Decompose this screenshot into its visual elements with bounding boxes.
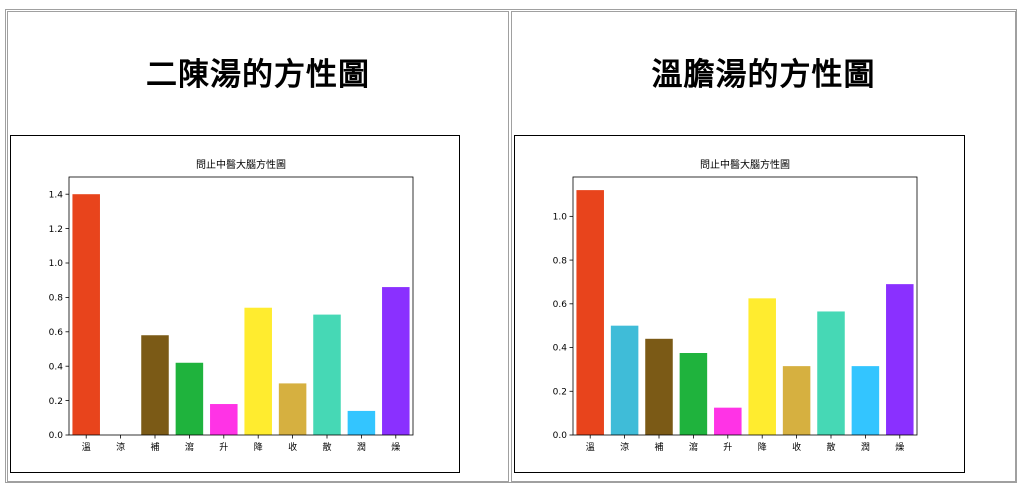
y-tick-label: 1.4	[49, 190, 64, 200]
bar	[576, 190, 604, 435]
y-tick-label: 0.6	[553, 300, 568, 310]
plot-area	[572, 176, 918, 436]
y-tick-label: 0.2	[553, 387, 567, 397]
panel-erchen: 二陳湯的方性圖 問止中醫大腦方性圖溫 涼 補 瀉 升 降 收 散 潤 燥 0.0 0.2 0.4 0.6 0…	[7, 11, 509, 482]
x-tick-label: 補	[654, 441, 663, 453]
x-tick-label: 降	[254, 441, 263, 453]
x-tick-label: 收	[288, 441, 297, 453]
bar	[851, 366, 880, 435]
chart-frame: 問止中醫大腦方性圖溫 涼 補 瀉 升 降 收 散 潤 燥 0.0 0.2 0.4 0.6 0.8 1.0 1.2…	[10, 135, 460, 473]
x-tick-label: 瀉	[689, 441, 698, 453]
y-tick-label: 1.0	[49, 259, 64, 269]
x-tick-label: 燥	[895, 442, 904, 453]
x-tick-label: 散	[322, 441, 331, 453]
bar	[782, 366, 811, 435]
y-tick-label: 0.0	[49, 431, 64, 441]
bar	[72, 194, 100, 435]
x-tick-label: 溫	[586, 442, 595, 453]
x-tick-label: 溫	[82, 442, 91, 453]
y-tick-label: 1.0	[553, 213, 568, 223]
plot-area	[68, 176, 414, 436]
bar	[610, 325, 639, 435]
y-tick-label: 0.0	[553, 431, 568, 441]
y-tick-label: 0.2	[49, 397, 63, 407]
chart-frame: 問止中醫大腦方性圖溫 涼 補 瀉 升 降 收 散 潤 燥 0.0 0.2 0.4 0.6 0.8 1.0	[514, 135, 965, 473]
x-tick-label: 升	[219, 442, 228, 453]
x-tick-label: 涼	[116, 441, 125, 453]
bar	[278, 383, 307, 435]
bar	[210, 404, 238, 435]
chart-title: 問止中醫大腦方性圖	[700, 158, 790, 171]
x-tick-label: 補	[150, 441, 159, 453]
panel-wendan: 溫膽湯的方性圖 問止中醫大腦方性圖溫 涼 補 瀉 升 降 收 散 潤 燥 0.0 0.2 0.4 0.6 0…	[511, 11, 1016, 482]
y-tick-label: 0.4	[553, 344, 568, 354]
bar	[175, 362, 204, 435]
x-tick-label: 瀉	[185, 441, 194, 453]
x-tick-label: 散	[826, 441, 835, 453]
x-tick-label: 燥	[391, 442, 400, 453]
x-tick-label: 潤	[357, 442, 366, 453]
bar	[679, 353, 708, 435]
x-tick-label: 涼	[620, 441, 629, 453]
x-tick-label: 降	[758, 441, 767, 453]
chart-title: 問止中醫大腦方性圖	[196, 158, 286, 171]
x-tick-label: 收	[792, 441, 801, 453]
bar	[382, 287, 410, 435]
y-tick-label: 0.4	[49, 362, 64, 372]
bar	[645, 338, 673, 435]
x-tick-label: 潤	[861, 442, 870, 453]
bar	[244, 307, 272, 435]
bar	[748, 298, 776, 435]
bar	[347, 410, 376, 435]
bar	[714, 407, 742, 435]
panel-title: 溫膽湯的方性圖	[651, 57, 876, 93]
y-tick-label: 1.2	[49, 225, 63, 235]
x-tick-label: 升	[723, 442, 732, 453]
bar	[817, 311, 845, 435]
bar	[886, 284, 914, 435]
comparison-table	[5, 9, 1017, 483]
bar	[313, 314, 341, 435]
panel-title: 二陳湯的方性圖	[146, 57, 370, 93]
y-tick-label: 0.6	[49, 328, 64, 338]
y-tick-label: 0.8	[553, 256, 568, 266]
y-tick-label: 0.8	[49, 294, 64, 304]
bar	[141, 335, 169, 435]
